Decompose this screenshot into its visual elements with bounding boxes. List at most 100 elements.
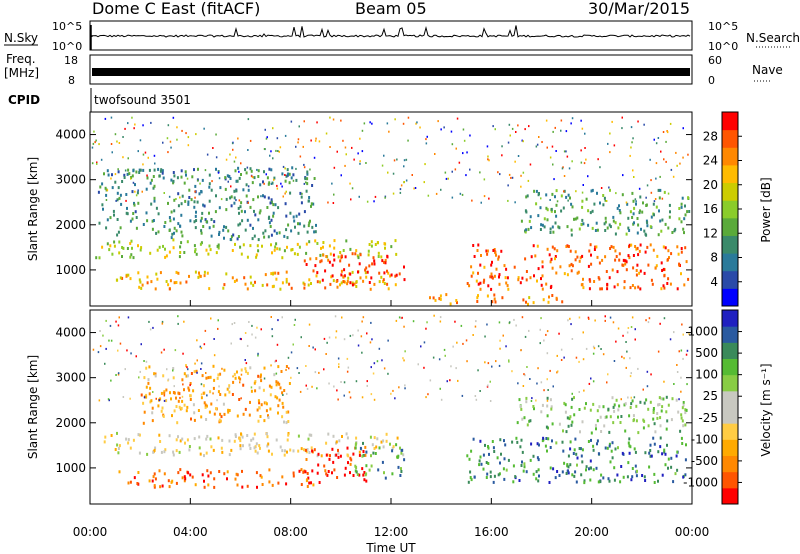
data-cell	[265, 432, 268, 436]
data-cell	[126, 247, 129, 250]
data-cell	[326, 473, 329, 477]
data-cell	[142, 124, 144, 127]
data-cell	[150, 399, 153, 403]
data-cell	[239, 222, 242, 226]
data-cell	[238, 176, 241, 180]
data-cell	[230, 204, 233, 208]
data-cell	[647, 424, 650, 428]
data-cell	[477, 294, 479, 298]
data-cell	[261, 483, 264, 486]
nave-tick-top: 60	[708, 54, 722, 67]
data-cell	[560, 359, 563, 361]
data-cell	[570, 423, 573, 427]
data-cell	[244, 359, 246, 361]
data-cell	[314, 371, 317, 374]
data-cell	[158, 174, 161, 178]
data-cell	[206, 404, 208, 408]
data-cell	[542, 436, 545, 440]
data-cell	[143, 360, 145, 362]
data-cell	[427, 194, 430, 197]
data-cell	[213, 220, 216, 224]
data-cell	[525, 278, 528, 282]
data-cell	[179, 396, 181, 399]
y-tick-label: 4000	[55, 326, 86, 340]
data-cell	[548, 481, 551, 484]
data-cell	[631, 216, 634, 219]
data-cell	[249, 139, 252, 142]
data-cell	[347, 366, 350, 369]
data-cell	[403, 165, 405, 168]
data-cell	[329, 116, 331, 119]
data-cell	[168, 485, 171, 489]
data-cell	[537, 193, 540, 197]
freq-trace	[92, 68, 690, 76]
data-cell	[181, 129, 183, 132]
data-cell	[653, 200, 656, 203]
data-cell	[158, 433, 161, 437]
data-cell	[386, 254, 389, 258]
data-cell	[527, 179, 530, 182]
data-cell	[192, 389, 195, 393]
data-cell	[286, 450, 288, 454]
data-cell	[486, 323, 488, 326]
data-cell	[581, 283, 584, 286]
data-cell	[288, 382, 291, 385]
data-cell	[255, 442, 258, 446]
data-cell	[404, 350, 406, 353]
data-cell	[517, 124, 519, 127]
data-cell	[371, 262, 374, 266]
data-cell	[189, 384, 191, 387]
data-cell	[515, 436, 518, 440]
data-cell	[449, 302, 452, 306]
data-cell	[211, 180, 213, 183]
data-cell	[627, 327, 630, 329]
data-cell	[384, 258, 387, 262]
data-cell	[504, 443, 507, 447]
data-cell	[470, 478, 473, 482]
data-cell	[98, 221, 101, 225]
data-cell	[358, 262, 361, 266]
data-cell	[537, 458, 540, 462]
data-cell	[525, 210, 528, 214]
data-cell	[596, 439, 599, 443]
data-cell	[173, 281, 176, 285]
data-cell	[161, 171, 164, 175]
data-cell	[581, 199, 584, 203]
data-cell	[398, 272, 401, 276]
data-cell	[684, 411, 687, 415]
data-cell	[561, 470, 564, 474]
data-cell	[643, 419, 646, 423]
data-cell	[393, 159, 396, 162]
data-cell	[104, 362, 106, 365]
data-cell	[101, 203, 104, 207]
data-cell	[320, 454, 323, 458]
data-cell	[230, 342, 232, 345]
data-cell	[246, 287, 249, 291]
data-cell	[629, 286, 632, 290]
data-cell	[565, 472, 568, 475]
data-cell	[639, 195, 642, 199]
data-cell	[608, 276, 611, 280]
data-cell	[340, 119, 342, 122]
data-cell	[340, 273, 343, 277]
data-cell	[241, 219, 244, 223]
data-cell	[502, 467, 505, 471]
data-cell	[310, 202, 313, 206]
data-cell	[149, 181, 152, 185]
data-cell	[318, 371, 320, 374]
data-cell	[173, 209, 176, 213]
nsky-trace	[90, 25, 691, 50]
data-cell	[152, 391, 154, 393]
data-cell	[423, 366, 425, 369]
data-cell	[664, 452, 667, 456]
data-cell	[411, 174, 413, 176]
data-cell	[303, 182, 306, 185]
data-cell	[394, 283, 397, 287]
data-cell	[371, 443, 374, 447]
data-cell	[183, 475, 186, 479]
data-cell	[258, 386, 261, 390]
data-cell	[546, 218, 549, 222]
data-cell	[584, 132, 586, 135]
data-cell	[606, 287, 609, 291]
